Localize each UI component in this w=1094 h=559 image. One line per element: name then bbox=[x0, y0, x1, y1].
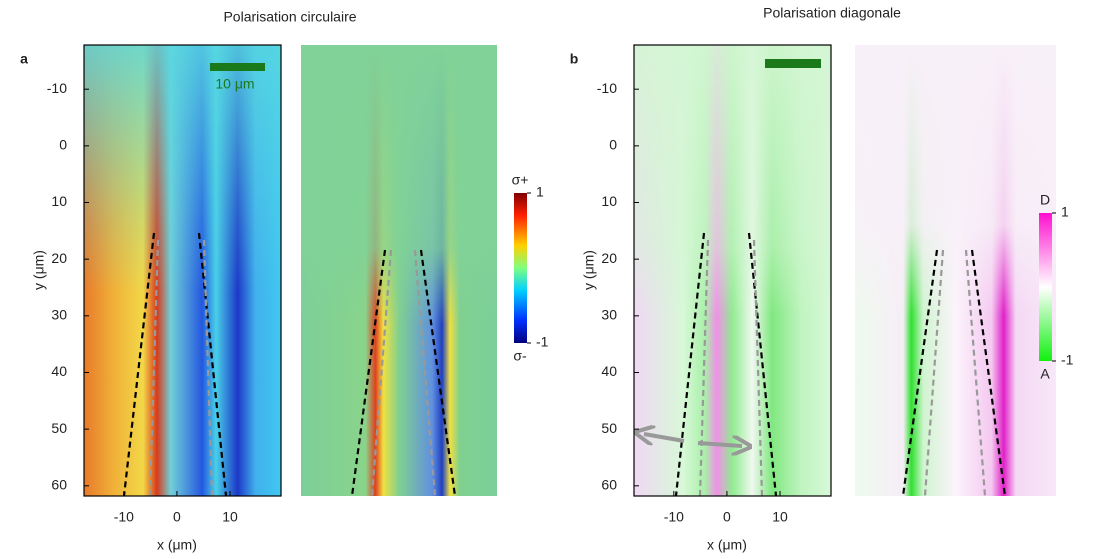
axes-frame bbox=[83, 44, 282, 497]
y-tick-label: -10 bbox=[597, 80, 617, 96]
panel-label: b bbox=[570, 51, 579, 67]
scale-bar bbox=[210, 63, 265, 71]
y-tick-label: 50 bbox=[51, 420, 67, 436]
x-axis-label: x (μm) bbox=[707, 537, 747, 553]
colorbar-tick-label: -1 bbox=[1061, 352, 1074, 368]
colorbar-tick-label: -1 bbox=[536, 334, 549, 350]
y-tick-label: 20 bbox=[51, 250, 67, 266]
chart-title: Polarisation circulaire bbox=[223, 9, 356, 25]
x-tick-label: 0 bbox=[723, 509, 731, 525]
colorbar-top-label: D bbox=[1040, 192, 1050, 208]
y-tick-label: 40 bbox=[51, 363, 67, 379]
scale-bar-label: 10 μm bbox=[215, 76, 254, 92]
x-tick-label: -10 bbox=[114, 509, 134, 525]
colorbar-top-label: σ+ bbox=[512, 172, 529, 188]
colorbar bbox=[1039, 213, 1052, 361]
y-tick-label: 50 bbox=[601, 420, 617, 436]
y-tick-label: 30 bbox=[601, 307, 617, 323]
y-tick-label: 10 bbox=[601, 193, 617, 209]
y-tick-label: 60 bbox=[601, 477, 617, 493]
arrows bbox=[644, 434, 742, 446]
colorbar-tick-label: 1 bbox=[1061, 204, 1069, 220]
map-shade bbox=[301, 45, 497, 496]
colorbar bbox=[514, 193, 527, 343]
y-tick-label: 0 bbox=[609, 137, 617, 153]
y-tick-label: 40 bbox=[601, 363, 617, 379]
x-tick-label: 10 bbox=[772, 509, 788, 525]
guide-lines bbox=[122, 232, 1007, 497]
y-axis-label: y (μm) bbox=[31, 250, 47, 290]
colorbar-tick-label: 1 bbox=[536, 184, 544, 200]
panel-label: a bbox=[20, 51, 28, 67]
scale-bar bbox=[765, 59, 821, 68]
chart-title: Polarisation diagonale bbox=[763, 5, 901, 21]
y-tick-label: 0 bbox=[59, 137, 67, 153]
x-tick-label: 0 bbox=[173, 509, 181, 525]
map-shade bbox=[855, 45, 1056, 496]
y-tick-label: 20 bbox=[601, 250, 617, 266]
map-shade bbox=[84, 45, 281, 496]
y-tick-label: 30 bbox=[51, 307, 67, 323]
axes-frame bbox=[633, 44, 832, 497]
y-tick-label: 10 bbox=[51, 193, 67, 209]
colorbar-bottom-label: σ- bbox=[513, 348, 527, 364]
map-shade bbox=[634, 45, 831, 496]
colorbar-bottom-label: A bbox=[1040, 366, 1050, 382]
y-axis-label: y (μm) bbox=[581, 250, 597, 290]
x-tick-label: -10 bbox=[664, 509, 684, 525]
x-axis-label: x (μm) bbox=[157, 537, 197, 553]
y-tick-label: -10 bbox=[47, 80, 67, 96]
y-tick-label: 60 bbox=[51, 477, 67, 493]
x-tick-label: 10 bbox=[222, 509, 238, 525]
